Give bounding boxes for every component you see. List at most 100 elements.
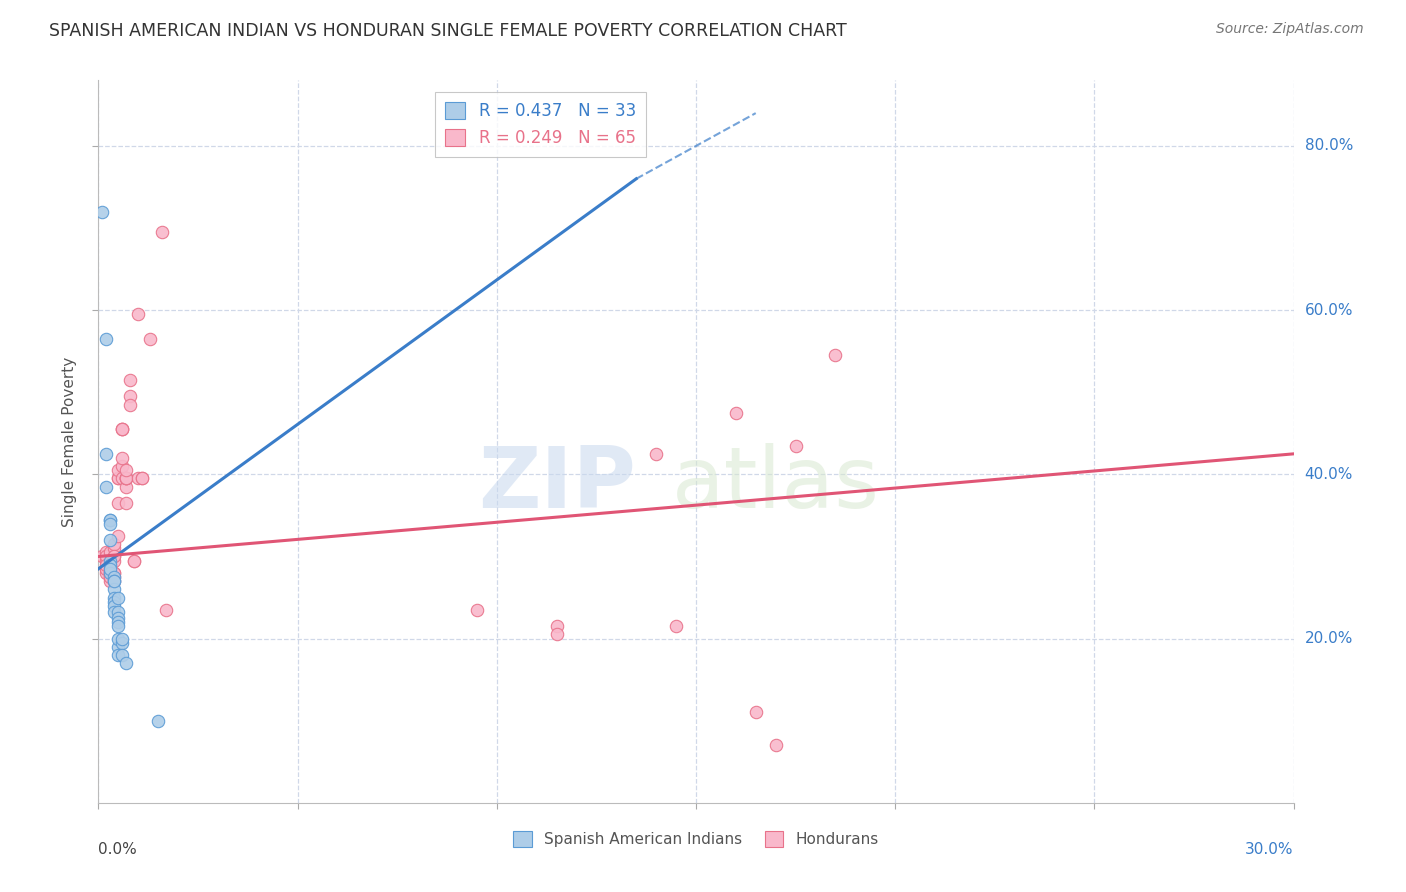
Y-axis label: Single Female Poverty: Single Female Poverty	[62, 357, 77, 526]
Point	[111, 422, 134, 436]
Point	[98, 570, 122, 584]
Point	[103, 582, 125, 597]
Point	[115, 471, 138, 485]
Point	[96, 562, 118, 576]
Point	[465, 603, 488, 617]
Point	[131, 471, 153, 485]
Point	[150, 225, 173, 239]
Point	[98, 562, 122, 576]
Point	[155, 603, 177, 617]
Point	[98, 574, 122, 588]
Point	[115, 471, 138, 485]
Point	[111, 459, 134, 474]
Point	[103, 574, 125, 588]
Point	[111, 632, 134, 646]
Point	[96, 553, 118, 567]
Point	[645, 447, 668, 461]
Point	[139, 332, 162, 346]
Point	[107, 471, 129, 485]
Point	[96, 480, 118, 494]
Point	[98, 512, 122, 526]
Text: SPANISH AMERICAN INDIAN VS HONDURAN SINGLE FEMALE POVERTY CORRELATION CHART: SPANISH AMERICAN INDIAN VS HONDURAN SING…	[49, 22, 846, 40]
Point	[98, 562, 122, 576]
Point	[111, 471, 134, 485]
Point	[148, 714, 170, 728]
Point	[107, 591, 129, 605]
Point	[96, 558, 118, 572]
Point	[124, 553, 146, 567]
Point	[120, 373, 142, 387]
Point	[96, 545, 118, 559]
Text: atlas: atlas	[672, 443, 880, 526]
Point	[824, 348, 846, 362]
Point	[103, 566, 125, 580]
Point	[127, 471, 149, 485]
Point	[107, 632, 129, 646]
Text: ZIP: ZIP	[478, 443, 637, 526]
Point	[98, 512, 122, 526]
Point	[103, 570, 125, 584]
Point	[107, 648, 129, 662]
Text: 0.0%: 0.0%	[98, 842, 138, 856]
Point	[103, 591, 125, 605]
Point	[103, 605, 125, 619]
Point	[107, 605, 129, 619]
Point	[724, 406, 747, 420]
Point	[98, 566, 122, 580]
Point	[98, 533, 122, 547]
Text: 30.0%: 30.0%	[1246, 842, 1294, 856]
Text: 60.0%: 60.0%	[1305, 302, 1353, 318]
Point	[120, 398, 142, 412]
Point	[111, 648, 134, 662]
Point	[103, 553, 125, 567]
Point	[546, 627, 568, 641]
Point	[107, 640, 129, 654]
Point	[98, 545, 122, 559]
Point	[98, 553, 122, 567]
Point	[107, 615, 129, 630]
Point	[765, 739, 787, 753]
Point	[98, 558, 122, 572]
Point	[103, 566, 125, 580]
Point	[546, 619, 568, 633]
Point	[98, 558, 122, 572]
Point	[91, 204, 114, 219]
Point	[103, 599, 125, 613]
Point	[103, 537, 125, 551]
Point	[103, 549, 125, 564]
Point	[107, 463, 129, 477]
Point	[111, 422, 134, 436]
Point	[103, 594, 125, 608]
Point	[107, 611, 129, 625]
Point	[107, 529, 129, 543]
Point	[91, 549, 114, 564]
Point	[103, 574, 125, 588]
Point	[96, 447, 118, 461]
Point	[124, 553, 146, 567]
Point	[103, 549, 125, 564]
Point	[103, 570, 125, 584]
Point	[115, 496, 138, 510]
Point	[115, 471, 138, 485]
Point	[111, 636, 134, 650]
Point	[96, 566, 118, 580]
Point	[785, 439, 807, 453]
Point	[98, 566, 122, 580]
Text: Source: ZipAtlas.com: Source: ZipAtlas.com	[1216, 22, 1364, 37]
Point	[107, 496, 129, 510]
Point	[98, 516, 122, 531]
Point	[98, 570, 122, 584]
Point	[98, 566, 122, 580]
Point	[115, 657, 138, 671]
Point	[103, 541, 125, 556]
Point	[96, 549, 118, 564]
Point	[745, 706, 768, 720]
Legend: Spanish American Indians, Hondurans: Spanish American Indians, Hondurans	[508, 825, 884, 853]
Point	[96, 562, 118, 576]
Point	[115, 463, 138, 477]
Point	[120, 389, 142, 403]
Point	[107, 471, 129, 485]
Point	[111, 422, 134, 436]
Point	[115, 471, 138, 485]
Point	[665, 619, 688, 633]
